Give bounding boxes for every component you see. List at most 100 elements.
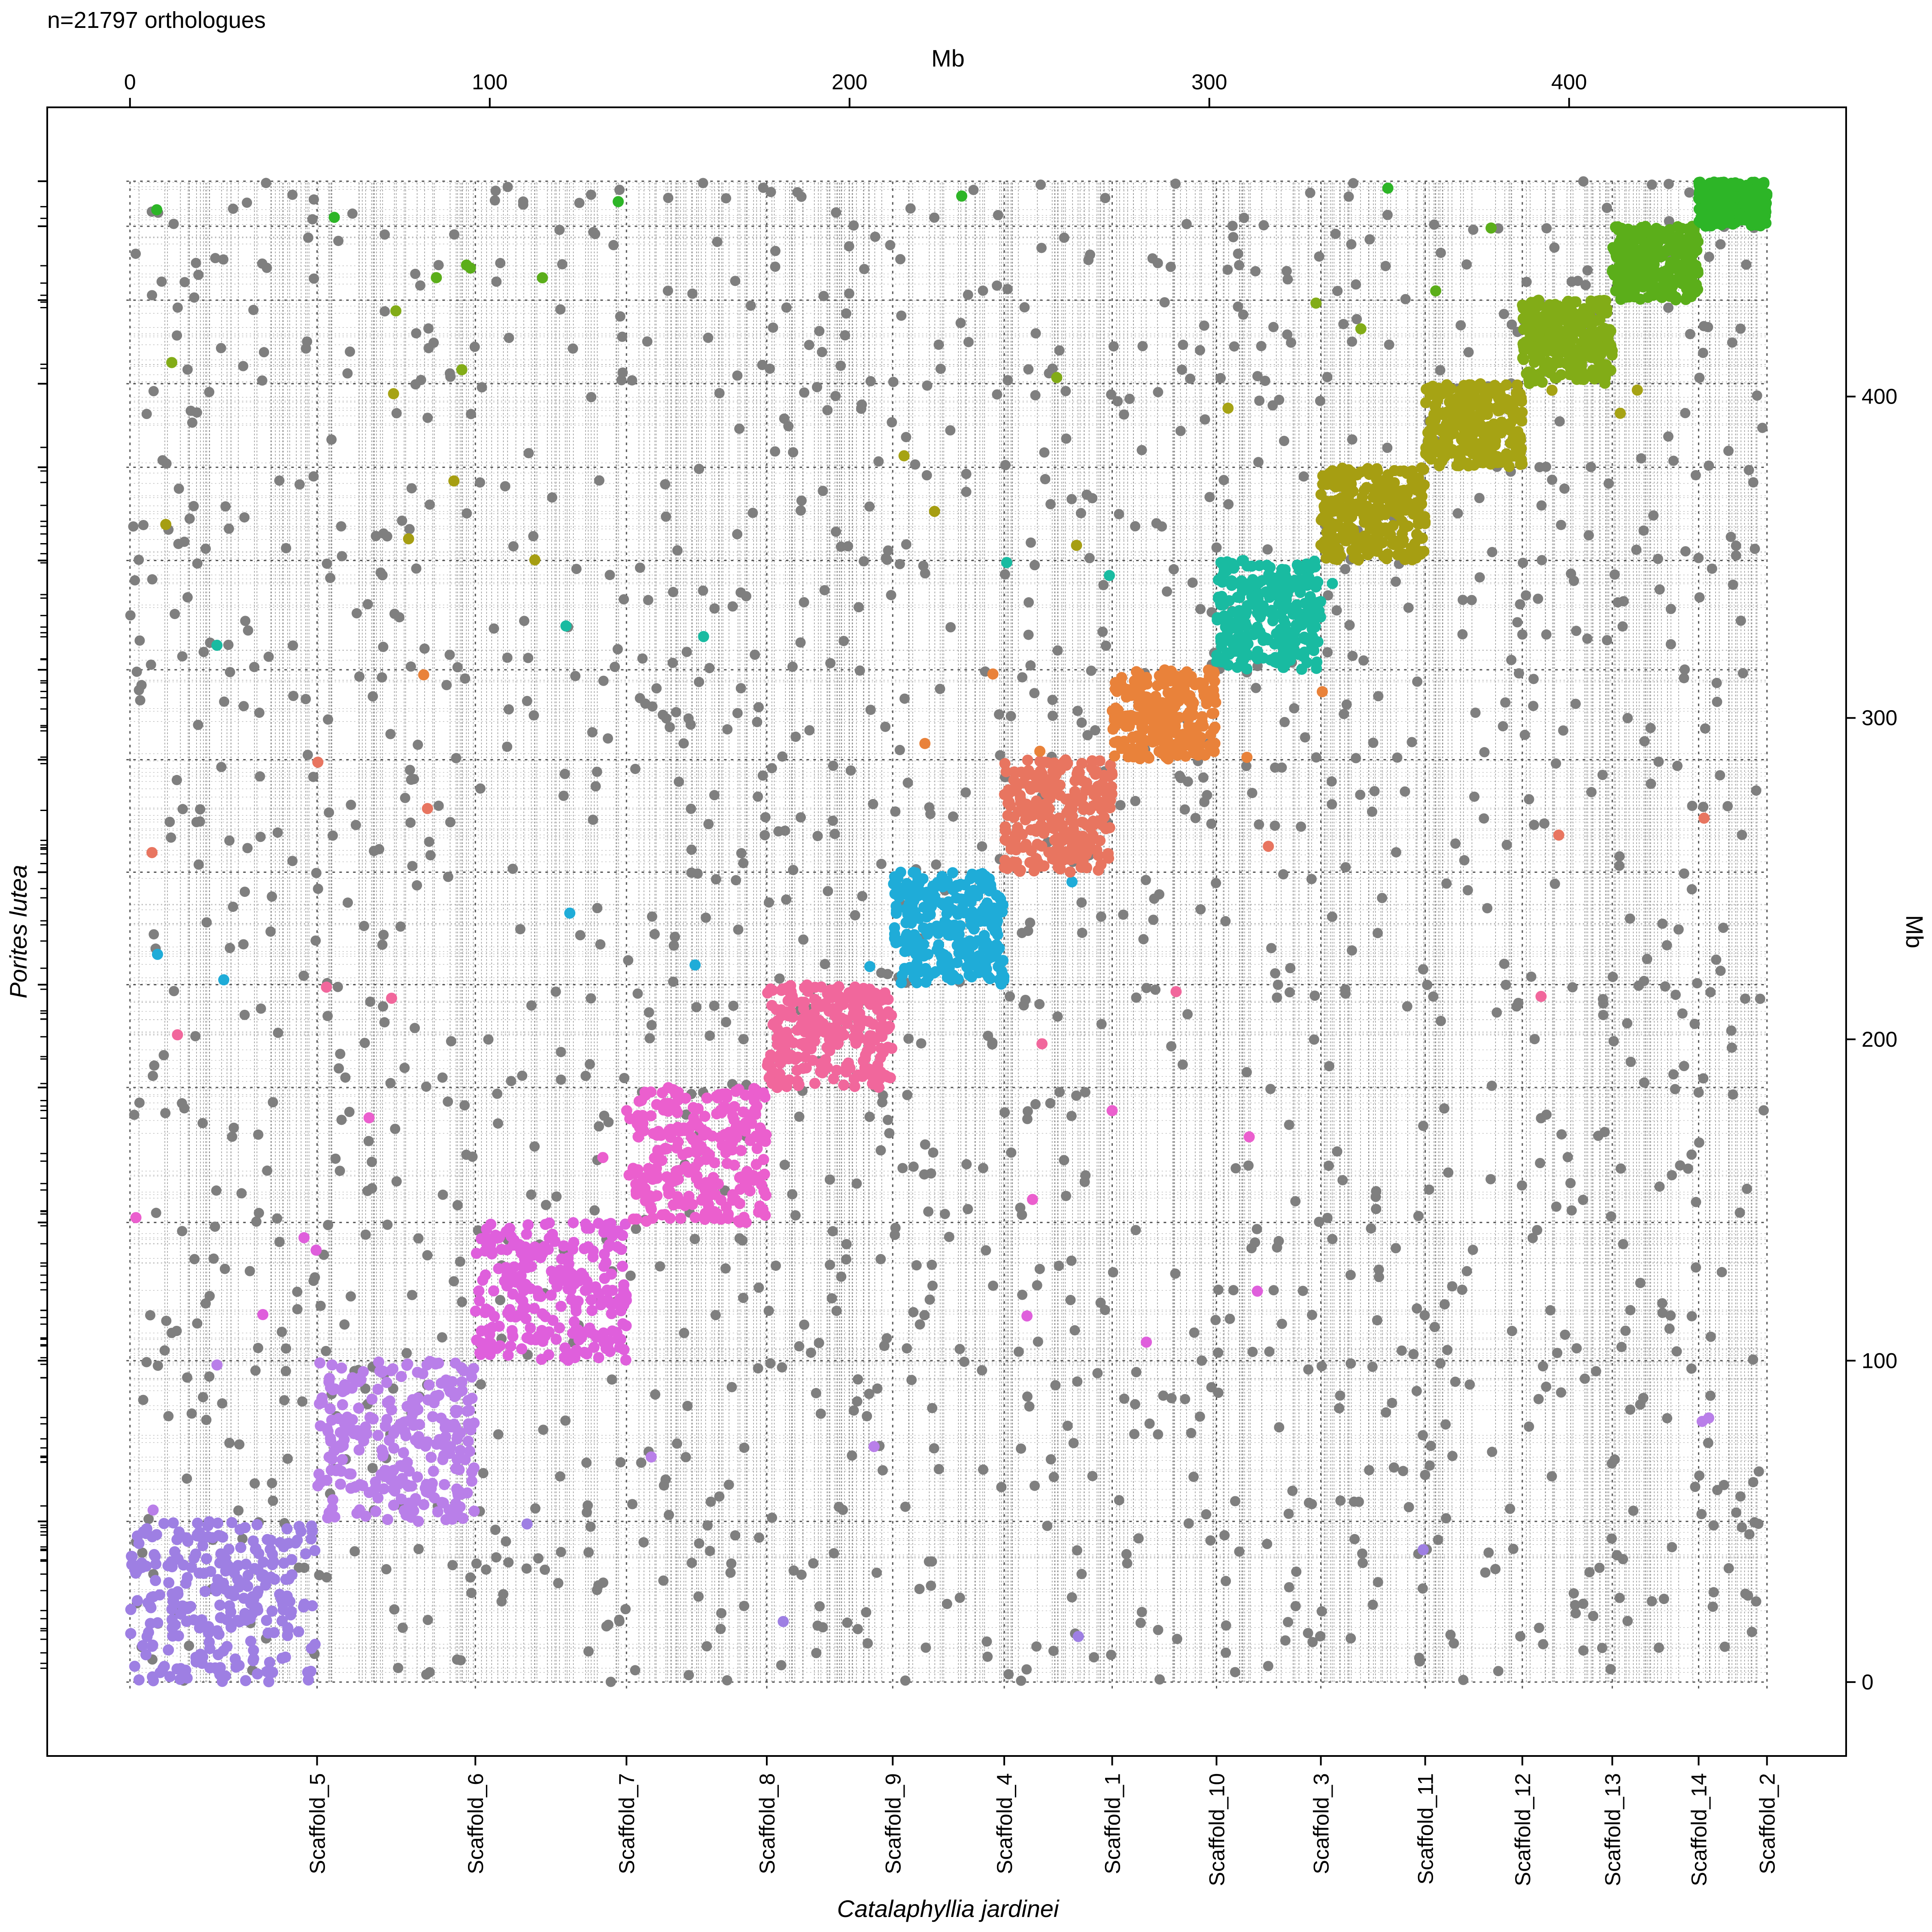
ortholog-point	[1450, 1376, 1461, 1387]
ortholog-point	[1023, 364, 1034, 375]
syntenic-point	[1696, 1416, 1708, 1427]
ortholog-point	[1346, 1358, 1356, 1369]
syntenic-point	[620, 1294, 632, 1306]
ortholog-point	[681, 647, 692, 657]
ortholog-point	[1233, 301, 1243, 312]
ortholog-point	[1707, 563, 1717, 574]
ortholog-point	[796, 1569, 807, 1580]
ortholog-point	[612, 644, 623, 655]
ortholog-point	[1221, 1576, 1231, 1586]
syntenic-point	[1342, 486, 1354, 498]
ortholog-point	[1554, 416, 1565, 427]
syntenic-point	[1036, 1038, 1048, 1050]
ortholog-point	[263, 651, 274, 662]
ortholog-point	[1276, 762, 1287, 773]
ortholog-point	[848, 1405, 859, 1416]
ortholog-point	[1122, 1558, 1133, 1569]
ortholog-point	[125, 610, 136, 621]
ortholog-point	[367, 1463, 378, 1473]
ortholog-point	[831, 526, 841, 537]
ortholog-point	[187, 417, 197, 428]
ortholog-point	[1032, 1280, 1042, 1291]
ortholog-point	[465, 1572, 476, 1583]
ortholog-point	[1331, 605, 1342, 616]
syntenic-point	[428, 1465, 439, 1477]
syntenic-point	[1020, 814, 1031, 826]
ortholog-point	[1424, 1460, 1435, 1471]
ortholog-point	[607, 1374, 617, 1385]
ortholog-point	[1017, 928, 1027, 939]
syntenic-point	[1127, 686, 1139, 698]
ortholog-point	[796, 812, 806, 823]
ortholog-point	[1515, 1631, 1526, 1642]
syntenic-point	[896, 977, 907, 988]
ortholog-point	[473, 1225, 483, 1236]
ortholog-point	[876, 859, 887, 869]
ortholog-point	[1690, 1482, 1701, 1492]
ortholog-point	[216, 762, 227, 772]
ortholog-point	[1603, 478, 1614, 489]
syntenic-point	[936, 947, 947, 959]
syntenic-point	[1153, 746, 1165, 757]
syntenic-point	[549, 1236, 561, 1247]
ortholog-point	[1679, 673, 1689, 683]
syntenic-point	[412, 1471, 423, 1483]
syntenic-point	[445, 1441, 456, 1452]
ortholog-point	[1368, 738, 1379, 748]
ortholog-point	[1705, 987, 1716, 998]
ortholog-point	[1464, 1379, 1475, 1390]
ortholog-point	[491, 1552, 501, 1563]
ortholog-point	[777, 1362, 787, 1373]
ortholog-point	[750, 649, 760, 660]
syntenic-point	[221, 1641, 233, 1653]
ortholog-point	[763, 897, 774, 908]
ortholog-point	[163, 1411, 174, 1422]
syntenic-point	[1298, 632, 1310, 643]
syntenic-point	[521, 1228, 532, 1240]
syntenic-point	[1002, 810, 1014, 821]
syntenic-point	[450, 1357, 461, 1369]
ortholog-point	[815, 1408, 826, 1419]
ortholog-point	[1029, 560, 1040, 571]
ortholog-point	[690, 1233, 700, 1244]
ortholog-point	[1744, 465, 1754, 475]
ortholog-point	[942, 1598, 952, 1609]
ortholog-point	[1283, 1617, 1294, 1628]
syntenic-point	[1021, 1310, 1033, 1322]
ortholog-point	[726, 1558, 737, 1569]
syntenic-point	[902, 964, 914, 975]
ortholog-point	[325, 573, 336, 583]
syntenic-point	[323, 1451, 335, 1463]
ortholog-point	[1347, 336, 1358, 347]
ortholog-point	[753, 1282, 764, 1293]
ortholog-point	[1228, 232, 1239, 243]
syntenic-point	[358, 1435, 370, 1447]
syntenic-point	[266, 1605, 278, 1617]
ortholog-point	[424, 1667, 435, 1677]
ortholog-point	[961, 486, 972, 497]
syntenic-point	[401, 1509, 412, 1521]
syntenic-point	[1208, 708, 1220, 719]
ortholog-point	[411, 563, 422, 574]
ortholog-point	[166, 832, 176, 843]
ortholog-point	[1227, 221, 1238, 231]
syntenic-point	[168, 1597, 180, 1609]
ortholog-point	[935, 364, 946, 374]
ortholog-point	[224, 835, 235, 846]
ortholog-point	[760, 812, 771, 823]
ortholog-point	[635, 562, 645, 573]
ortholog-point	[770, 1261, 781, 1271]
syntenic-point	[1210, 696, 1221, 708]
syntenic-point	[1000, 825, 1012, 837]
ortholog-point	[228, 1122, 239, 1133]
syntenic-point	[253, 1548, 264, 1559]
syntenic-point	[811, 1000, 822, 1012]
ortholog-point	[1524, 794, 1534, 805]
syntenic-point	[1215, 598, 1226, 609]
syntenic-point	[593, 1218, 605, 1229]
syntenic-point	[1698, 812, 1710, 824]
syntenic-point	[337, 1399, 348, 1410]
ortholog-point	[380, 306, 390, 317]
ortholog-point	[1082, 730, 1093, 741]
syntenic-point	[1296, 663, 1307, 675]
